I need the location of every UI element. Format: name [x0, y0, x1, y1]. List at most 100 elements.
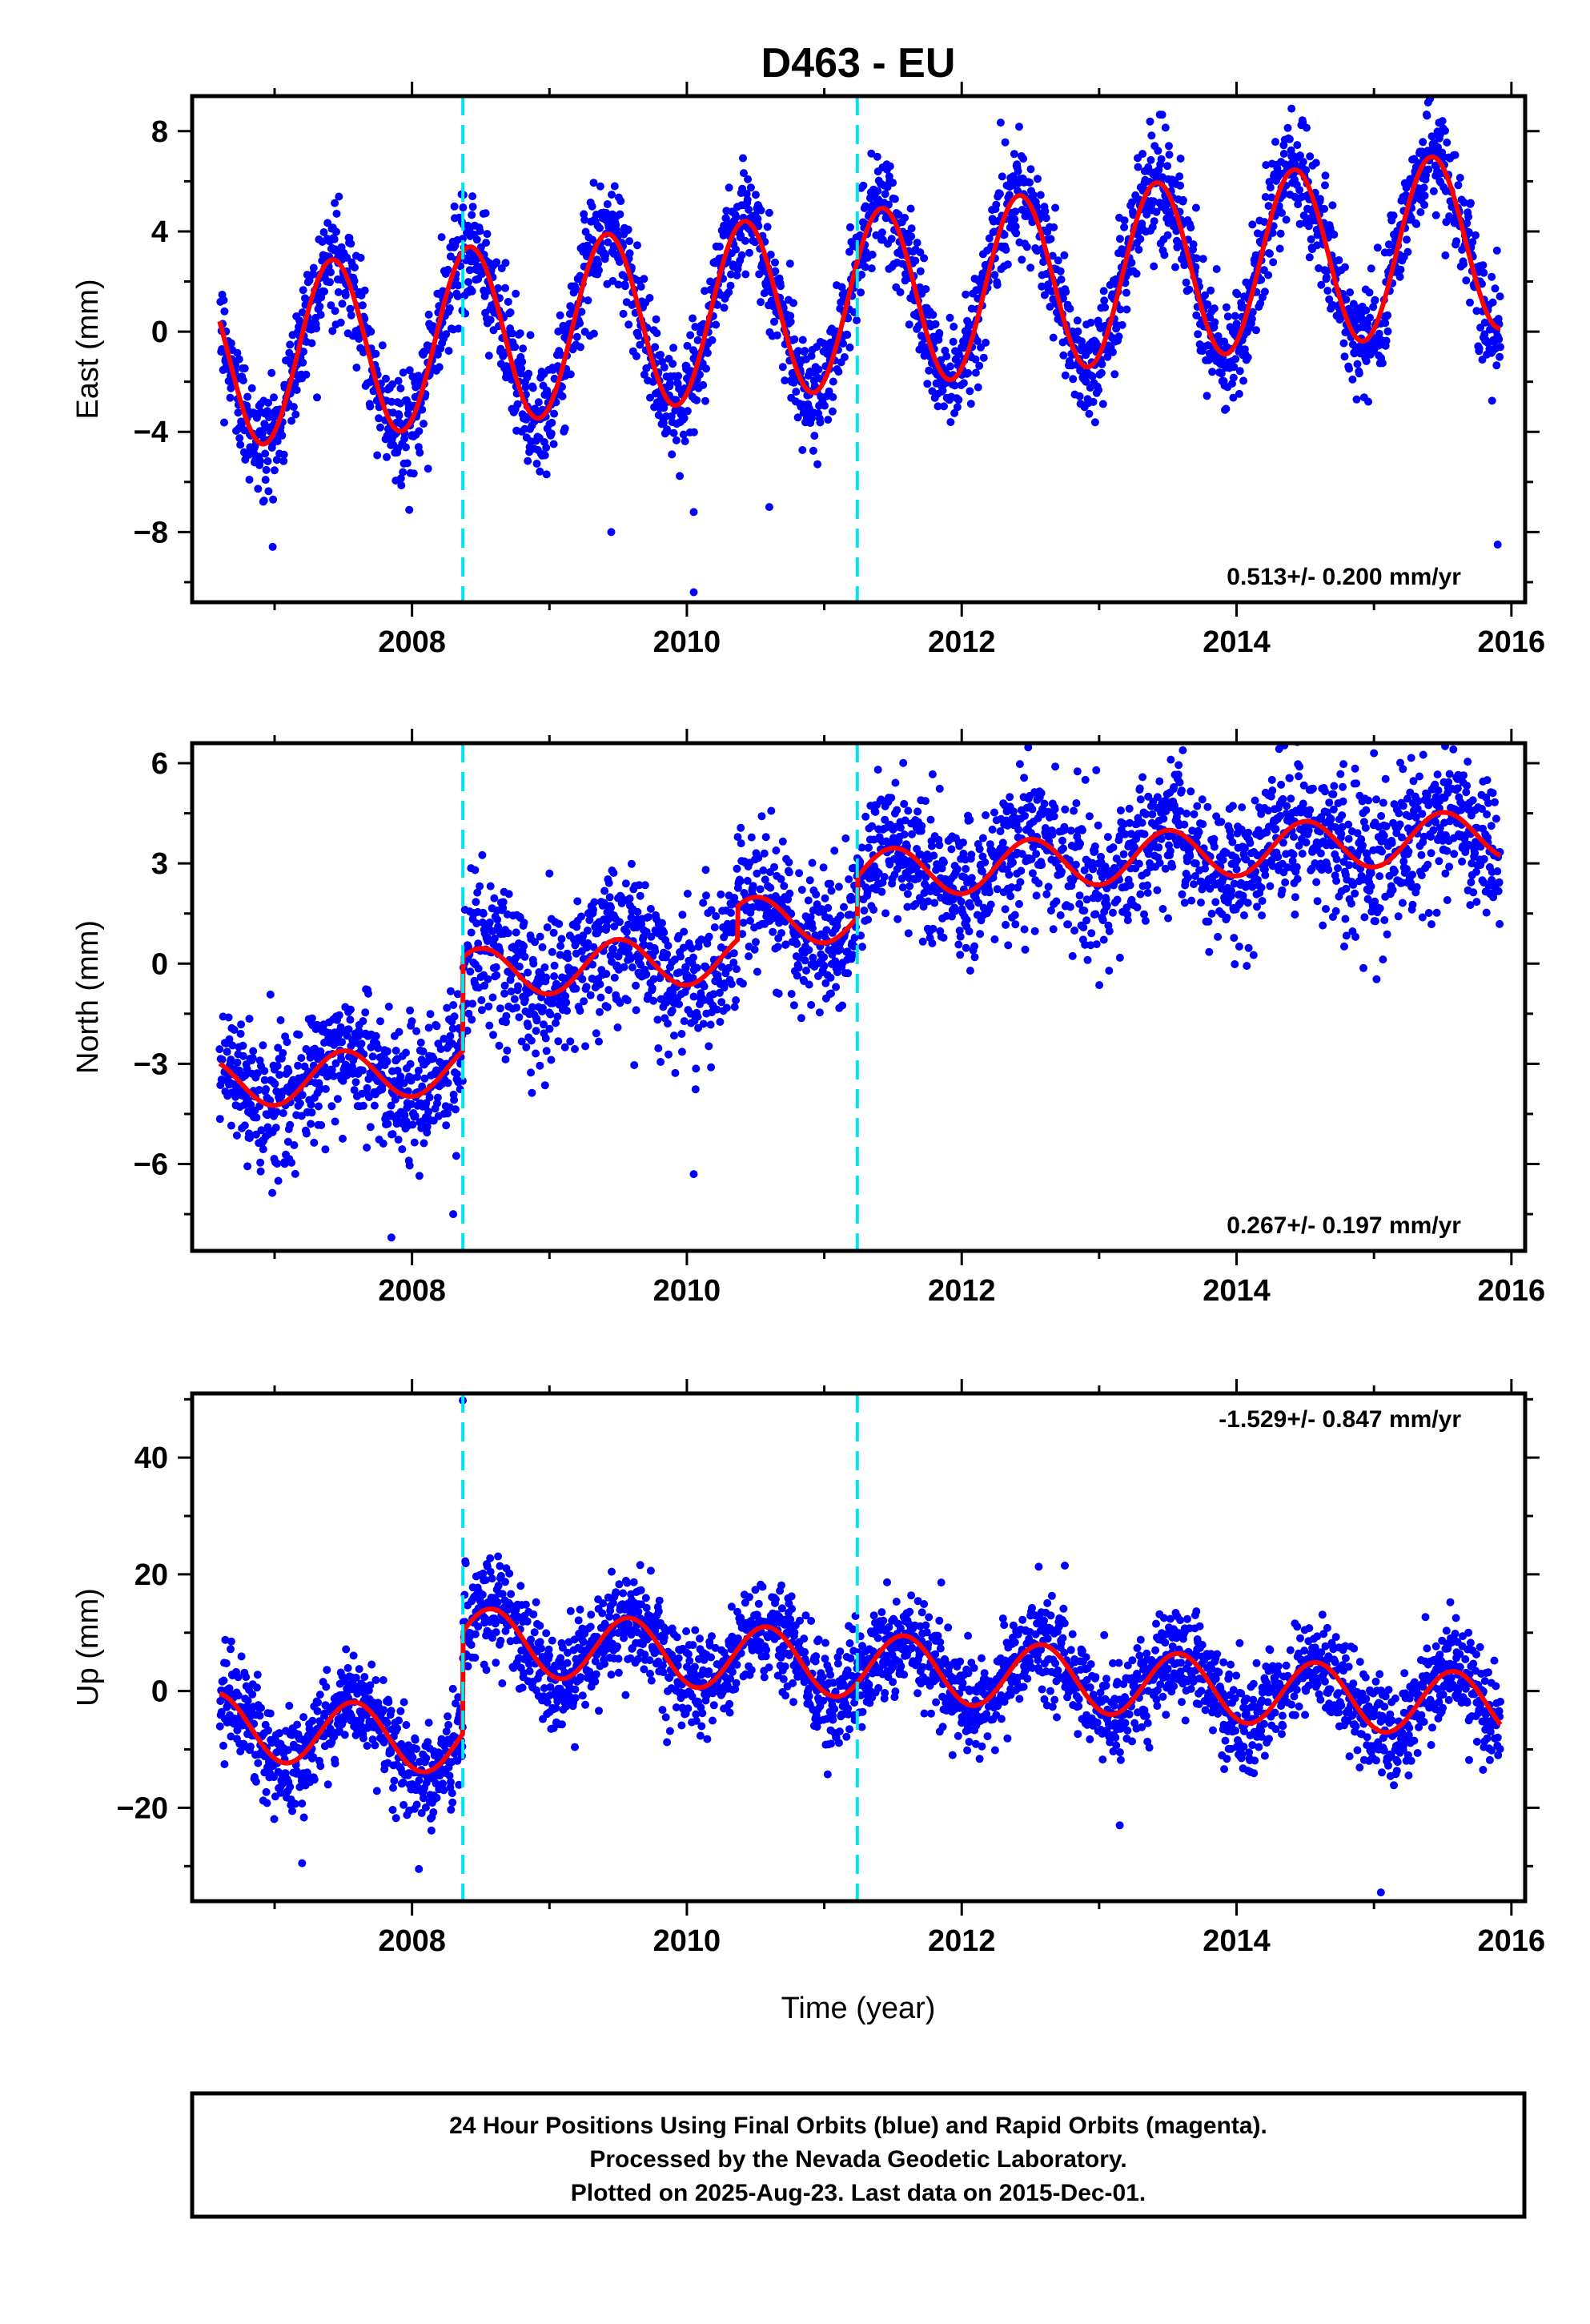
data-point [966, 967, 974, 975]
data-point [424, 1108, 433, 1116]
data-point [931, 320, 940, 328]
data-point [420, 1074, 429, 1083]
data-point [890, 195, 899, 203]
data-point [236, 440, 245, 449]
data-point [816, 418, 825, 427]
data-point [391, 1096, 400, 1104]
data-point [725, 963, 733, 972]
plot-frame [190, 94, 1528, 605]
data-point [1097, 368, 1106, 377]
data-point [829, 392, 837, 401]
data-point [891, 778, 900, 787]
data-point [542, 444, 551, 452]
data-point [490, 934, 499, 943]
data-point [640, 275, 648, 283]
data-point [609, 869, 618, 877]
data-point [443, 1003, 452, 1012]
data-point [1341, 263, 1349, 271]
data-point [394, 1136, 403, 1144]
data-point [869, 906, 878, 914]
data-point [971, 368, 980, 377]
data-point [913, 239, 921, 247]
data-point [1037, 789, 1046, 798]
data-point [543, 923, 552, 931]
data-point [555, 919, 564, 928]
data-point [937, 356, 946, 364]
data-point [284, 1067, 293, 1076]
data-point [561, 991, 570, 1000]
data-point [1424, 165, 1433, 174]
data-point [1452, 237, 1461, 246]
data-point [233, 1058, 242, 1067]
data-point [1011, 207, 1020, 216]
data-point [270, 393, 278, 402]
data-point [1020, 925, 1029, 934]
data-point [1029, 191, 1038, 199]
data-point [1040, 291, 1049, 300]
data-point [967, 874, 976, 883]
data-point [243, 392, 252, 401]
data-point [903, 903, 912, 911]
data-point [418, 405, 427, 414]
data-point [378, 341, 387, 350]
data-point [770, 862, 778, 871]
data-point [1248, 308, 1257, 316]
data-point [1066, 304, 1074, 313]
data-point [990, 808, 998, 817]
data-point [1460, 260, 1468, 268]
data-point [949, 337, 958, 346]
data-point [1004, 941, 1013, 950]
data-point [807, 1000, 816, 1009]
data-point [929, 924, 938, 933]
data-point [1495, 335, 1504, 344]
data-point [679, 430, 688, 439]
data-point [550, 961, 559, 970]
data-point [1154, 147, 1162, 155]
data-point [485, 918, 494, 927]
data-point [761, 833, 770, 842]
data-point [778, 837, 787, 846]
data-point [737, 839, 745, 848]
data-point [830, 846, 839, 855]
data-point [814, 365, 823, 374]
data-point [396, 1072, 405, 1081]
data-point [326, 278, 334, 287]
data-point [576, 319, 584, 328]
data-point [743, 195, 752, 204]
data-point [727, 270, 735, 279]
data-point [953, 403, 962, 412]
data-point [973, 336, 982, 345]
data-point [771, 267, 780, 275]
data-point [405, 1161, 414, 1170]
data-point [532, 1016, 541, 1025]
data-point [1427, 132, 1436, 141]
data-point [558, 383, 566, 392]
data-point [321, 1084, 330, 1093]
data-point [928, 939, 937, 947]
data-point [897, 875, 906, 883]
data-point [1233, 290, 1242, 299]
data-point [406, 1006, 415, 1015]
data-point [1100, 296, 1109, 305]
data-point [834, 368, 843, 376]
data-point [577, 912, 585, 921]
data-point [295, 1099, 304, 1108]
data-point [432, 1022, 441, 1031]
data-point [1026, 165, 1035, 174]
data-point [1248, 220, 1257, 229]
data-point [1353, 360, 1362, 368]
data-point [1466, 199, 1475, 207]
data-point [444, 265, 452, 274]
data-point [947, 845, 956, 854]
data-point [1036, 191, 1045, 199]
data-point [264, 399, 272, 407]
data-point [996, 827, 1005, 835]
data-point [317, 1121, 326, 1129]
data-point [518, 357, 527, 366]
data-point [524, 456, 532, 465]
data-point [423, 1123, 432, 1131]
data-point [527, 1068, 535, 1077]
data-point [572, 332, 581, 341]
data-point [313, 393, 321, 402]
data-point [1111, 275, 1120, 283]
